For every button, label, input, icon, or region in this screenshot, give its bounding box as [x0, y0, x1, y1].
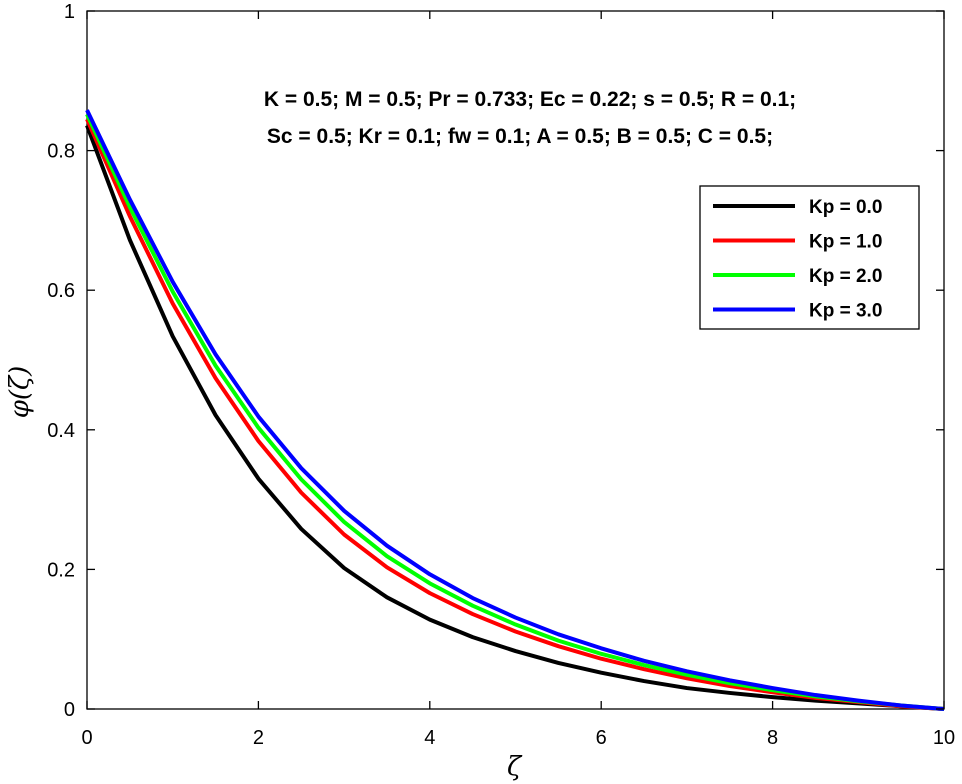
x-tick-label: 4 [424, 727, 435, 749]
x-tick-label: 8 [767, 727, 778, 749]
y-tick-label: 0.8 [47, 141, 75, 163]
annotation-line-1: K = 0.5; M = 0.5; Pr = 0.733; Ec = 0.22;… [264, 88, 796, 111]
legend-label-2: Kp = 1.0 [809, 232, 882, 253]
y-tick-label: 0.2 [47, 559, 75, 581]
legend-label-1: Kp = 0.0 [809, 197, 882, 218]
legend-label-4: Kp = 3.0 [809, 301, 882, 322]
series-line-4 [85, 109, 945, 711]
x-axis-label: ζ [507, 752, 523, 782]
y-tick-label: 0.6 [47, 280, 75, 302]
legend-label-3: Kp = 2.0 [809, 266, 882, 287]
annotation-line-2: Sc = 0.5; Kr = 0.1; fw = 0.1; A = 0.5; B… [267, 125, 773, 148]
x-tick-label: 2 [253, 727, 264, 749]
y-tick-label: 0.4 [47, 420, 75, 442]
y-axis-label: φ(ζ) [5, 366, 35, 419]
x-tick-label: 0 [81, 727, 92, 749]
y-tick-label: 0 [64, 699, 75, 721]
y-tick-label: 1 [64, 1, 75, 23]
plot-area [86, 10, 945, 710]
series-line-1 [85, 124, 945, 711]
axes-group: 0 2 4 6 8 10 0 0.2 0.4 0.6 0.8 1 [47, 1, 955, 749]
legend: Kp = 0.0 Kp = 1.0 Kp = 2.0 Kp = 3.0 [699, 185, 920, 330]
plot-frame [86, 10, 945, 710]
legend-box [699, 185, 920, 330]
x-tick-label: 10 [933, 727, 955, 749]
series-group [85, 109, 945, 711]
x-tick-label: 6 [596, 727, 607, 749]
